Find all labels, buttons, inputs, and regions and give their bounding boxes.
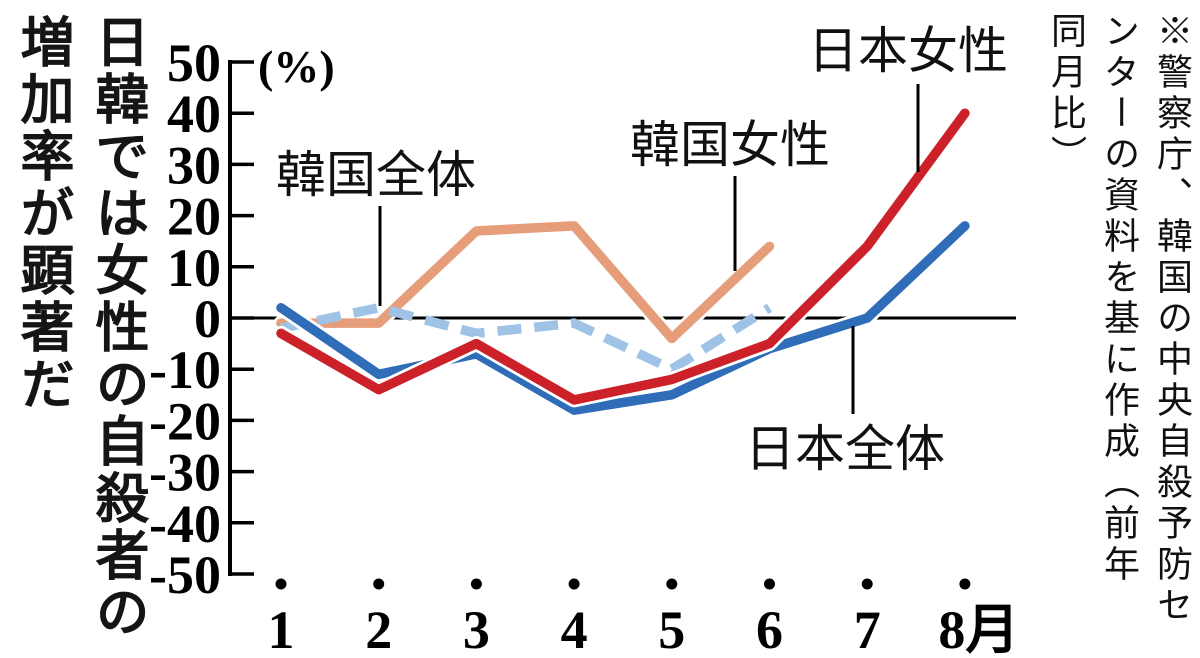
x-tick-dot: [666, 578, 678, 590]
x-tick-label: 7: [854, 600, 881, 656]
y-tick-label: -50: [149, 545, 221, 605]
x-tick-dot: [470, 578, 482, 590]
x-tick-dot: [861, 578, 873, 590]
y-tick-label: 40: [167, 84, 221, 144]
x-tick-label: 6: [756, 600, 783, 656]
y-tick-label: 30: [167, 135, 221, 195]
x-tick-label: 5: [658, 600, 685, 656]
x-tick-dot: [959, 578, 971, 590]
y-tick-label: 10: [167, 238, 221, 298]
series-line-korea-women: [276, 221, 775, 344]
chart-title: 日韓では女性の自殺者の 増加率が顕著だ: [12, 14, 147, 641]
x-tick-dot: [568, 578, 580, 590]
y-tick-label: 20: [167, 187, 221, 247]
series-line-korea-total: [280, 303, 773, 374]
y-tick-label: -30: [149, 443, 221, 503]
series-line-japan-women: [276, 108, 970, 405]
y-tick-label: -10: [149, 340, 221, 400]
y-tick-label: -40: [149, 494, 221, 554]
x-axis: 1 2 3 4 5 6 7 8月: [268, 578, 1019, 656]
x-tick-dot: [373, 578, 385, 590]
x-tick-dot: [275, 578, 287, 590]
y-tick-label: -20: [149, 391, 221, 451]
annotation-label-japan-total: 日本全体: [745, 421, 945, 477]
x-tick-label: 2: [365, 600, 392, 656]
x-tick-dot: [764, 578, 775, 590]
annotation-label-japan-women: 日本女性: [808, 23, 1008, 79]
x-tick-label: 4: [561, 600, 588, 656]
annotation-label-korea-total: 韓国全体: [276, 147, 476, 203]
annotation-label-korea-women: 韓国女性: [630, 117, 830, 173]
y-tick-label: 0: [194, 289, 221, 349]
series-line-japan-total: [276, 221, 970, 415]
x-tick-label: 3: [463, 600, 490, 656]
y-tick-label: 50: [167, 33, 221, 93]
source-note: ※警察庁、韓国の中央自殺予防セ ンターの資料を基に作成（前年 同月比）: [1046, 12, 1192, 627]
y-axis-unit-label: (%): [258, 41, 335, 92]
x-tick-label: 1: [268, 600, 295, 656]
x-tick-label: 8月: [938, 600, 1019, 656]
